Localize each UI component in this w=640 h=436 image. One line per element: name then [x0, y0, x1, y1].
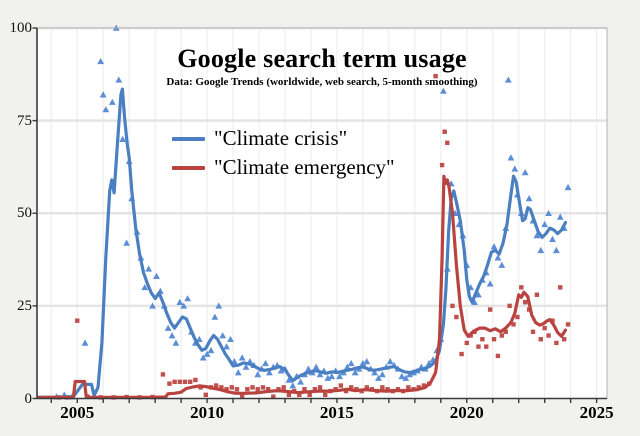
y-tick-label-75: 75	[17, 112, 32, 129]
y-tick-label-0: 0	[24, 390, 33, 407]
legend-item-climate-emergency: "Climate emergency"	[172, 153, 395, 182]
legend-label-climate-crisis: "Climate crisis"	[214, 126, 348, 150]
legend-item-climate-crisis: "Climate crisis"	[172, 124, 395, 153]
y-tick-label-25: 25	[17, 297, 32, 314]
x-tick-label-2010: 2010	[190, 403, 225, 422]
legend-line-sample-blue	[172, 136, 205, 141]
legend-line-sample-red	[172, 165, 205, 170]
x-tick-label-2005: 2005	[60, 403, 95, 422]
y-tick-label-100: 100	[9, 20, 33, 36]
legend-label-climate-emergency: "Climate emergency"	[214, 155, 395, 179]
chart-subtitle: Data: Google Trends (worldwide, web sear…	[166, 76, 478, 88]
chart-title: Google search term usage	[177, 44, 467, 73]
x-tick-label-2025: 2025	[579, 403, 614, 422]
x-tick-label-2015: 2015	[319, 403, 354, 422]
y-tick-label-50: 50	[17, 205, 32, 222]
legend: "Climate crisis" "Climate emergency"	[172, 124, 395, 182]
x-tick-label-2020: 2020	[449, 403, 484, 422]
